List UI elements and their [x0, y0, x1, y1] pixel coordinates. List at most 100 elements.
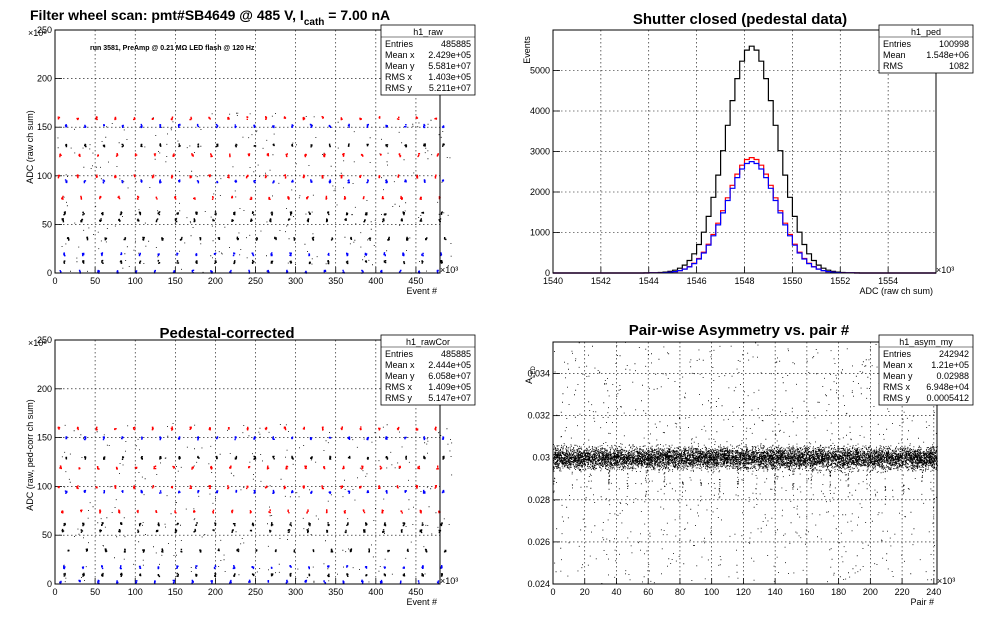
stats-name: h1_asym_my [899, 337, 953, 347]
x-tick-label: 1542 [591, 276, 611, 286]
y-tick-label: 200 [37, 74, 52, 84]
stats-key: Entries [385, 39, 414, 49]
stats-box: h1_ped Entries 100998 Mean 1.548e+06 RMS 1082 [878, 24, 974, 74]
stats-key: Mean [883, 50, 906, 60]
stats-box: h1_asym_my Entries 242942 Mean x 1.21e+05 Mea… [878, 334, 974, 406]
y-tick-label: 4000 [530, 106, 550, 116]
y-tick-label: 0.028 [527, 495, 550, 505]
y-tick-label: 0 [47, 579, 52, 589]
stats-key: RMS y [385, 83, 413, 93]
x-tick-label: 1540 [543, 276, 563, 286]
y-tick-label: 2000 [530, 187, 550, 197]
y-tick-label: 150 [37, 433, 52, 443]
asym-xlabel: Pair # [910, 597, 934, 607]
y-tick-label: 50 [42, 219, 52, 229]
y-tick-label: 0.032 [527, 411, 550, 421]
x-tick-label: 180 [831, 587, 846, 597]
x-tick-label: 240 [926, 587, 941, 597]
stats-key: Mean x [883, 360, 913, 370]
black-points [59, 423, 453, 583]
x-tick-label: 350 [328, 276, 343, 286]
stats-value: 1.548e+06 [926, 50, 969, 60]
stats-name: h1_ped [911, 27, 941, 37]
raw-adc-panel: run 3581, PreAmp @ 0.21 MΩ LED flash @ 1… [25, 24, 476, 296]
stats-key: Mean y [385, 371, 415, 381]
x-tick-label: 120 [736, 587, 751, 597]
stats-value: 2.444e+05 [428, 360, 471, 370]
stats-value: 1.409e+05 [428, 382, 471, 392]
y-tick-label: 0 [545, 268, 550, 278]
asym-x-exponent: ×10³ [937, 576, 955, 586]
stats-key: RMS x [385, 382, 413, 392]
stats-value: 2.429e+05 [428, 50, 471, 60]
y-tick-label: 200 [37, 384, 52, 394]
y-tick-label: 1000 [530, 228, 550, 238]
stats-value: 1.21e+05 [931, 360, 969, 370]
x-tick-label: 400 [368, 587, 383, 597]
asymmetry-panel: Pair-wise Asymmetry vs. pair # 0 20 40 60 80… [524, 322, 974, 607]
data-points [57, 423, 453, 584]
y-tick-label: 250 [37, 25, 52, 35]
plot-frame [552, 341, 938, 585]
asym-ylabel: ALED [524, 365, 537, 383]
stats-value: 1.403e+05 [428, 72, 471, 82]
y-tick-label: 100 [37, 481, 52, 491]
stats-key: Mean y [385, 61, 415, 71]
x-tick-label: 200 [208, 276, 223, 286]
x-tick-label: 1546 [687, 276, 707, 286]
red-points [57, 426, 441, 514]
y-tick-label: 0.03 [532, 453, 550, 463]
ped-x-exponent: ×10³ [936, 265, 954, 275]
run-info-note: run 3581, PreAmp @ 0.21 MΩ LED flash @ 1… [90, 45, 255, 52]
stats-value: 242942 [939, 349, 969, 359]
x-tick-label: 1544 [639, 276, 659, 286]
y-tick-label: 100 [37, 171, 52, 181]
y-tick-label: 5000 [530, 66, 550, 76]
x-tick-label: 1548 [734, 276, 754, 286]
stats-value: 1082 [949, 61, 969, 71]
stats-key: Mean x [385, 360, 415, 370]
stats-name: h1_raw [413, 27, 443, 37]
cor-ylabel: ADC (raw, ped-corr ch sum) [25, 399, 35, 511]
ped-xlabel: ADC (raw ch sum) [859, 286, 933, 296]
x-tick-label: 450 [408, 587, 423, 597]
raw-xlabel: Event # [406, 286, 437, 296]
stats-key: Mean x [385, 50, 415, 60]
y-tick-label: 50 [42, 530, 52, 540]
x-tick-label: 450 [408, 276, 423, 286]
x-tick-label: 0 [550, 587, 555, 597]
stats-value: 5.581e+07 [428, 61, 471, 71]
stats-key: RMS y [883, 393, 911, 403]
x-tick-label: 1550 [782, 276, 802, 286]
asym-title: Pair-wise Asymmetry vs. pair # [629, 322, 850, 339]
stats-value: 5.147e+07 [428, 393, 471, 403]
stats-value: 0.0005412 [926, 393, 969, 403]
y-tick-label: 150 [37, 122, 52, 132]
x-tick-label: 350 [328, 587, 343, 597]
x-tick-label: 100 [128, 276, 143, 286]
plot-frame [54, 29, 441, 274]
cor-y-exponent: ×10⁶ [28, 338, 47, 348]
x-tick-label: 0 [52, 276, 57, 286]
stats-name: h1_rawCor [406, 337, 450, 347]
x-tick-label: 300 [288, 587, 303, 597]
x-tick-label: 150 [168, 587, 183, 597]
y-tick-label: 0 [47, 268, 52, 278]
x-tick-label: 40 [611, 587, 621, 597]
y-tick-label: 0.026 [527, 537, 550, 547]
plot-frame [552, 29, 937, 274]
x-tick-label: 50 [90, 587, 100, 597]
cor-xlabel: Event # [406, 597, 437, 607]
x-tick-label: 0 [52, 587, 57, 597]
stats-key: RMS [883, 61, 903, 71]
stats-value: 6.058e+07 [428, 371, 471, 381]
x-tick-label: 250 [248, 587, 263, 597]
main-title: Filter wheel scan: pmt#SB4649 @ 485 V, I… [30, 7, 390, 28]
x-tick-label: 300 [288, 276, 303, 286]
x-tick-label: 1554 [878, 276, 898, 286]
x-tick-label: 150 [168, 276, 183, 286]
x-tick-label: 80 [675, 587, 685, 597]
x-tick-label: 100 [704, 587, 719, 597]
x-tick-label: 200 [208, 587, 223, 597]
